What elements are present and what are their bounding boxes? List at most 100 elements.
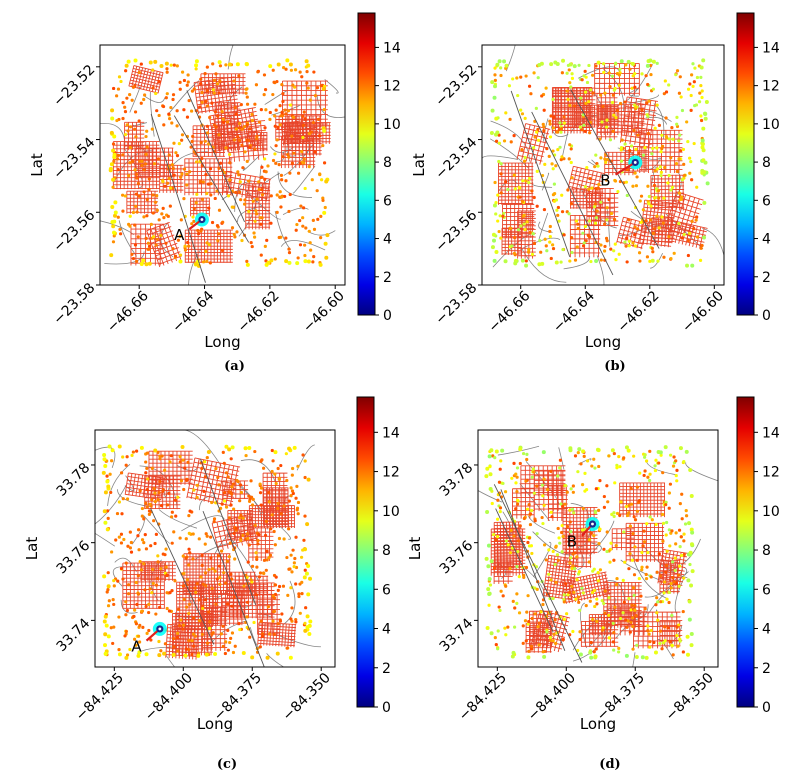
source-label: B [600,172,610,190]
node [539,610,543,614]
street-edge [150,559,162,601]
node [131,159,135,163]
node [127,222,131,226]
border-node [554,260,559,265]
node [303,459,307,463]
node [159,504,164,508]
node [182,597,186,602]
node [144,471,148,475]
border-node [511,650,516,655]
node [592,588,597,592]
node [276,126,280,130]
node [146,241,150,245]
node [539,250,543,254]
node [185,478,189,482]
node [259,108,263,112]
node [205,191,209,196]
border-node [105,479,110,484]
node [627,503,631,508]
border-node [541,450,546,455]
node [142,215,146,219]
node [616,189,620,194]
node [570,250,574,255]
node [633,225,637,229]
node [277,476,281,480]
node [318,172,322,176]
node [660,647,664,651]
node [224,63,228,67]
node [168,204,172,208]
node [545,146,549,151]
node [611,93,615,97]
node [532,241,537,245]
node [208,261,212,265]
node [689,93,693,98]
node [166,214,170,218]
border-node [520,258,525,263]
node [142,97,146,102]
node [234,112,238,116]
border-node [241,651,246,656]
node [551,549,555,554]
node [501,594,505,598]
node [145,631,149,635]
node [604,236,609,240]
node [200,90,204,95]
node [242,202,247,206]
node [699,83,703,88]
street-edge [580,602,587,649]
node [530,551,534,556]
node [191,557,195,561]
node [221,120,226,124]
colorbar-tick-label: 8 [762,155,771,171]
grid-block [611,528,635,551]
node [537,643,541,647]
node [200,466,204,471]
node [217,232,221,236]
node [601,104,605,109]
node [268,117,272,121]
y-tick-label: −23.52 [432,62,480,110]
node [610,100,615,105]
node [225,120,230,124]
node [514,507,518,511]
node [638,199,642,203]
node [190,222,194,226]
node [205,241,209,245]
node [277,162,281,167]
node [686,238,690,243]
node [136,592,141,596]
node [294,620,298,624]
node [695,185,699,189]
node [523,155,527,160]
node [272,529,276,534]
node [562,597,566,602]
node [188,551,192,555]
node [162,123,166,127]
node [643,146,647,150]
node [199,575,203,579]
node [206,182,211,186]
border-node [491,238,496,243]
node [245,159,249,164]
node [185,172,189,176]
node [597,508,601,512]
border-node [303,259,308,264]
node [287,251,292,255]
node [285,478,289,483]
node [517,611,522,615]
node [525,457,529,462]
node [253,219,257,223]
node [315,189,319,193]
node [556,474,560,478]
node [200,156,204,161]
border-node [103,614,108,619]
border-node [503,259,508,264]
node [147,509,152,513]
node [581,591,585,595]
node [132,637,137,641]
node [290,134,294,138]
node [497,480,502,484]
node [527,544,532,548]
node [294,617,298,622]
